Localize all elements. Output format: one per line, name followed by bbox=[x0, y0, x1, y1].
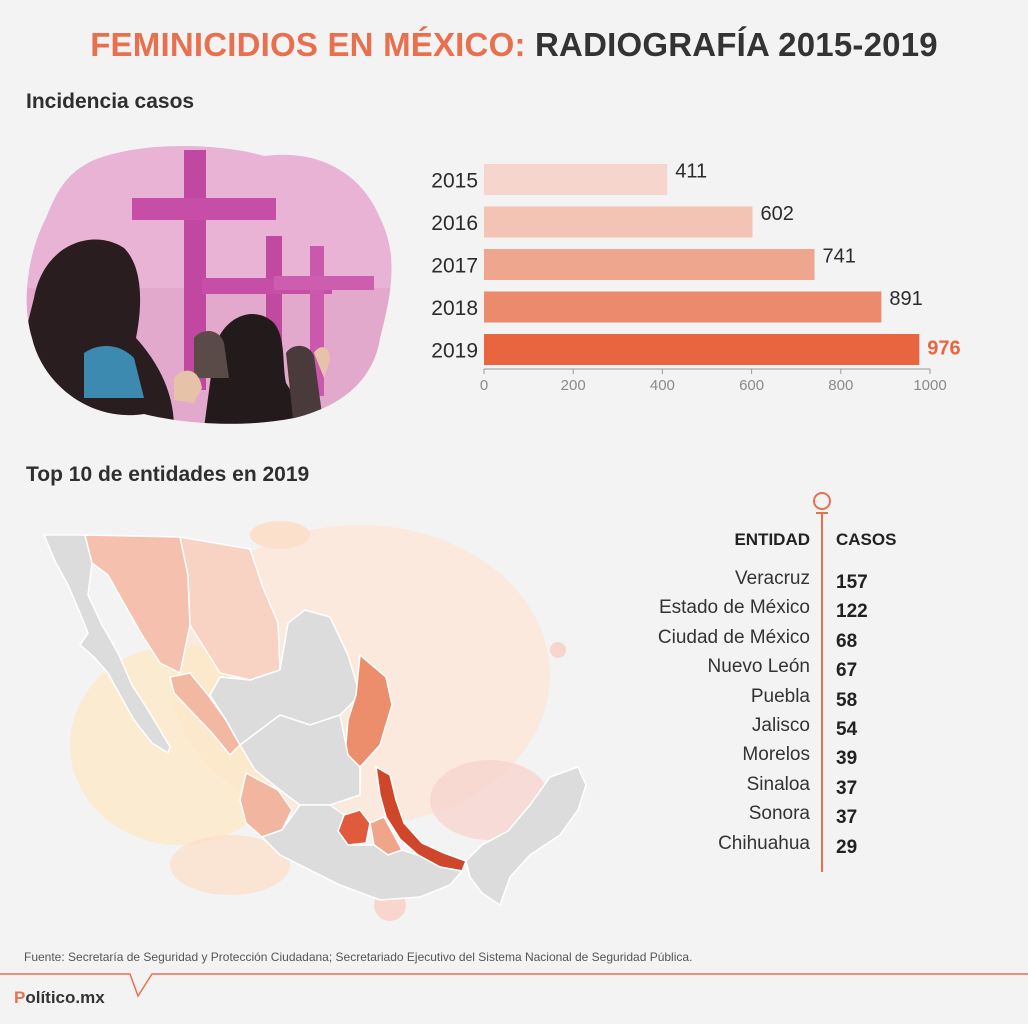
table-row: Sinaloa 37 bbox=[600, 774, 920, 803]
value-label-2017: 741 bbox=[822, 246, 855, 268]
table-row: Veracruz 157 bbox=[600, 568, 920, 597]
category-label-2018: 2018 bbox=[431, 297, 478, 320]
value-label-2016: 602 bbox=[760, 203, 793, 225]
crosses-photo bbox=[24, 138, 396, 428]
x-tick-label: 400 bbox=[650, 377, 675, 394]
table-row: Ciudad de México 68 bbox=[600, 627, 920, 656]
table-rows: Veracruz 157 Estado de México 122 Ciudad d… bbox=[600, 568, 920, 862]
category-label-2019: 2019 bbox=[431, 340, 478, 363]
case-count: 58 bbox=[836, 689, 858, 711]
entity-name: Estado de México bbox=[658, 597, 810, 619]
value-label-2015: 411 bbox=[675, 161, 707, 183]
bar-2017 bbox=[484, 249, 815, 280]
entity-name: Chihuahua bbox=[718, 832, 810, 854]
header-cases: CASOS bbox=[836, 530, 897, 549]
value-label-2018: 891 bbox=[889, 288, 922, 310]
page-title: FEMINICIDIOS EN MÉXICO: RADIOGRAFÍA 2015… bbox=[0, 26, 1028, 64]
source-note: Fuente: Secretaría de Seguridad y Protec… bbox=[24, 950, 693, 964]
bar-chart: 2015 411 2016 602 2017 741 2018 891 2019 976 0 200… bbox=[431, 161, 960, 395]
entity-name: Sonora bbox=[748, 803, 810, 825]
table-row: Puebla 58 bbox=[600, 686, 920, 715]
case-count: 29 bbox=[836, 836, 858, 858]
entity-name: Jalisco bbox=[751, 714, 810, 736]
x-tick-label: 1000 bbox=[913, 377, 946, 394]
category-label-2017: 2017 bbox=[431, 255, 478, 278]
map-state-south bbox=[260, 804, 464, 901]
map-state-sinaloa bbox=[169, 672, 241, 757]
entity-name: Morelos bbox=[742, 744, 810, 766]
bar-2016 bbox=[484, 206, 753, 238]
map-state-veracruz bbox=[375, 765, 467, 872]
watercolor-splash bbox=[170, 835, 290, 895]
table-row: Morelos 39 bbox=[600, 744, 920, 773]
title-part-1: FEMINICIDIOS EN MÉXICO: bbox=[90, 26, 526, 63]
table-row: Chihuahua 29 bbox=[600, 833, 920, 862]
entity-name: Veracruz bbox=[735, 568, 810, 589]
table-divider bbox=[821, 512, 823, 872]
category-label-2016: 2016 bbox=[431, 212, 478, 235]
map-state-yucatan bbox=[465, 766, 587, 907]
person-silhouette bbox=[204, 314, 314, 424]
entity-name: Sinaloa bbox=[746, 773, 810, 795]
case-count: 122 bbox=[836, 601, 868, 623]
x-tick-label: 600 bbox=[739, 377, 764, 394]
category-label-2015: 2015 bbox=[431, 170, 478, 193]
map-state-central bbox=[239, 714, 361, 806]
watercolor-splash bbox=[250, 521, 310, 549]
x-tick-label: 800 bbox=[828, 377, 853, 394]
logo-prefix: P bbox=[14, 988, 26, 1007]
top10-table: ENTIDAD CASOS Veracruz 157 Estado de Méxi… bbox=[600, 490, 920, 890]
cross-shape bbox=[274, 276, 374, 290]
entity-name: Nuevo León bbox=[707, 656, 810, 678]
section-label-top10: Top 10 de entidades en 2019 bbox=[26, 463, 310, 486]
map-state-baja bbox=[42, 534, 171, 755]
case-count: 157 bbox=[836, 572, 868, 593]
table-row: Estado de México 122 bbox=[600, 597, 920, 626]
entity-name: Ciudad de México bbox=[657, 626, 810, 648]
brand-logo[interactable]: Político.mx bbox=[14, 988, 105, 1008]
entity-name: Puebla bbox=[750, 685, 810, 707]
case-count: 37 bbox=[836, 777, 858, 799]
table-row: Nuevo León 67 bbox=[600, 656, 920, 685]
logo-rest: olítico.mx bbox=[25, 988, 105, 1007]
bar-2019 bbox=[484, 334, 920, 365]
venus-icon bbox=[813, 492, 831, 510]
x-tick-label: 200 bbox=[561, 377, 586, 394]
case-count: 37 bbox=[836, 807, 858, 829]
table-row: Jalisco 54 bbox=[600, 715, 920, 744]
case-count: 39 bbox=[836, 748, 858, 770]
case-count: 67 bbox=[836, 660, 858, 682]
section-label-incidence: Incidencia casos bbox=[26, 90, 195, 113]
table-row: Sonora 37 bbox=[600, 803, 920, 832]
x-tick-label: 0 bbox=[480, 377, 488, 394]
header-entity: ENTIDAD bbox=[734, 530, 810, 549]
bar-2018 bbox=[484, 291, 882, 323]
case-count: 54 bbox=[836, 718, 858, 740]
watercolor-splash bbox=[550, 642, 566, 658]
mexico-map bbox=[30, 505, 600, 925]
value-label-2019: 976 bbox=[927, 338, 960, 360]
bar-2015 bbox=[484, 164, 668, 195]
title-part-2: RADIOGRAFÍA 2015-2019 bbox=[535, 26, 938, 63]
case-count: 68 bbox=[836, 630, 858, 652]
footer-divider bbox=[0, 973, 1028, 998]
cross-shape bbox=[132, 198, 276, 220]
